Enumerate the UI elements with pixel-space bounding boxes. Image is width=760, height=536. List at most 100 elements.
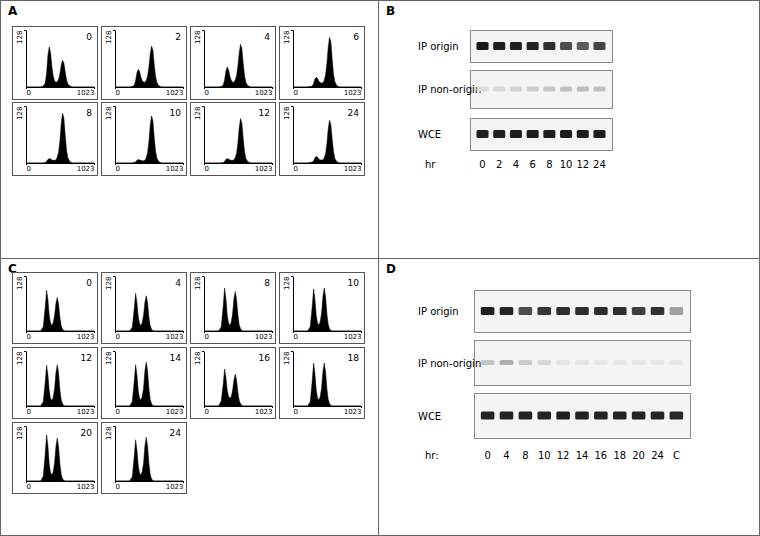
lane-label: 10 — [560, 159, 573, 170]
panel-box — [13, 273, 98, 344]
y-tick: 128 — [16, 31, 26, 44]
lane-label: 0 — [479, 159, 485, 170]
x-tick-label: 1023 — [255, 89, 273, 97]
gel-strip — [471, 71, 613, 109]
y-axis-line — [204, 352, 205, 407]
gel-band — [493, 42, 505, 50]
y-axis: 128 — [16, 277, 27, 332]
x-axis-line — [27, 163, 95, 164]
gel-band — [519, 412, 533, 420]
y-tick-mark — [113, 106, 115, 107]
histogram-area — [115, 362, 183, 406]
lane-label: 24 — [651, 450, 664, 461]
x-axis: 01023 — [116, 87, 184, 97]
lane-label: C — [673, 450, 680, 461]
histogram-panel: 0102312816 — [191, 348, 276, 419]
y-axis-line — [293, 31, 294, 88]
histogram-area — [115, 293, 183, 331]
y-tick: 128 — [283, 352, 293, 365]
x-axis: 0 1023 — [205, 163, 273, 173]
lane-label: 12 — [576, 159, 589, 170]
gel-band — [527, 42, 539, 50]
x-tick-label: 0 — [116, 165, 120, 173]
y-axis-line — [115, 107, 116, 164]
y-axis: 128 — [105, 352, 116, 407]
x-axis-line — [116, 406, 184, 407]
x-tick-label: 0 — [294, 408, 298, 416]
x-tick-label: 1023 — [255, 333, 273, 341]
x-axis: 01023 — [205, 331, 273, 341]
x-tick-label: 0 — [205, 408, 209, 416]
x-axis-line — [205, 331, 273, 332]
histogram-area — [26, 365, 94, 406]
x-tick-label: 0 — [116, 483, 120, 491]
x-axis-line — [116, 331, 184, 332]
gel-band — [493, 130, 505, 138]
x-tick: 0 — [116, 481, 120, 491]
y-axis: 128 — [283, 107, 294, 164]
x-axis-line — [294, 331, 362, 332]
x-tick: 0 — [205, 87, 209, 97]
x-tick-label: 1023 — [255, 165, 273, 173]
lane-label: 0 — [484, 450, 490, 461]
gel-band — [510, 87, 522, 92]
x-tick-label: 1023 — [166, 165, 184, 173]
y-tick-mark — [113, 426, 115, 427]
plot-area — [204, 288, 272, 331]
lane-label: 16 — [595, 450, 608, 461]
y-tick: 128 — [105, 427, 115, 440]
lane-label: 8 — [522, 450, 528, 461]
panel-title: 24 — [170, 428, 182, 438]
y-tick-mark — [202, 106, 204, 107]
gel-band — [556, 307, 570, 315]
y-axis: 128 — [16, 31, 27, 88]
y-tick: 128 — [194, 107, 204, 120]
gel-band — [613, 412, 627, 420]
panel-box — [191, 273, 276, 344]
gel-row-label: IP non-origin — [418, 84, 481, 95]
histogram-area — [115, 46, 183, 87]
gel-band — [543, 42, 555, 50]
x-tick-label: 1023 — [77, 483, 95, 491]
x-axis-line — [27, 87, 95, 88]
y-tick: 128 — [16, 427, 26, 440]
x-tick-label: 0 — [27, 89, 31, 97]
y-axis: 128 — [16, 352, 27, 407]
histogram-area — [26, 47, 94, 87]
panel-title: 0 — [86, 32, 92, 42]
x-tick: 1023 — [255, 163, 273, 173]
panel-box — [280, 348, 365, 419]
gel-band — [594, 307, 608, 315]
y-axis-line — [204, 107, 205, 164]
y-axis: 128 — [105, 427, 116, 482]
plot-area — [204, 118, 272, 163]
gel-band — [593, 87, 605, 92]
x-axis: 01023 — [27, 481, 95, 491]
lane-label: 4 — [513, 159, 519, 170]
histogram-panel: 0102312814 — [102, 348, 187, 419]
panel-title: 2 — [175, 32, 181, 42]
gel-band — [556, 360, 570, 365]
histogram-panel: 0102312810 — [102, 103, 187, 176]
y-axis-line — [115, 31, 116, 88]
panel-title: 6 — [353, 32, 359, 42]
x-tick: 1023 — [255, 406, 273, 416]
panel-title: 12 — [81, 353, 92, 363]
y-tick-label: 128 — [283, 352, 291, 365]
x-tick: 1023 — [255, 331, 273, 341]
y-tick: 128 — [283, 31, 293, 44]
histogram-area — [204, 369, 272, 406]
x-tick-label: 0 — [27, 165, 31, 173]
plot-area — [204, 369, 272, 406]
y-axis-line — [26, 352, 27, 407]
gel-band — [527, 130, 539, 138]
gel-band — [519, 360, 533, 365]
y-tick-mark — [202, 351, 204, 352]
x-tick: 0 — [205, 163, 209, 173]
divider — [0, 258, 760, 259]
y-axis: 128 — [16, 427, 27, 482]
y-tick-mark — [202, 276, 204, 277]
x-tick: 1023 — [344, 163, 362, 173]
panel-box — [280, 27, 365, 100]
x-tick: 1023 — [166, 481, 184, 491]
